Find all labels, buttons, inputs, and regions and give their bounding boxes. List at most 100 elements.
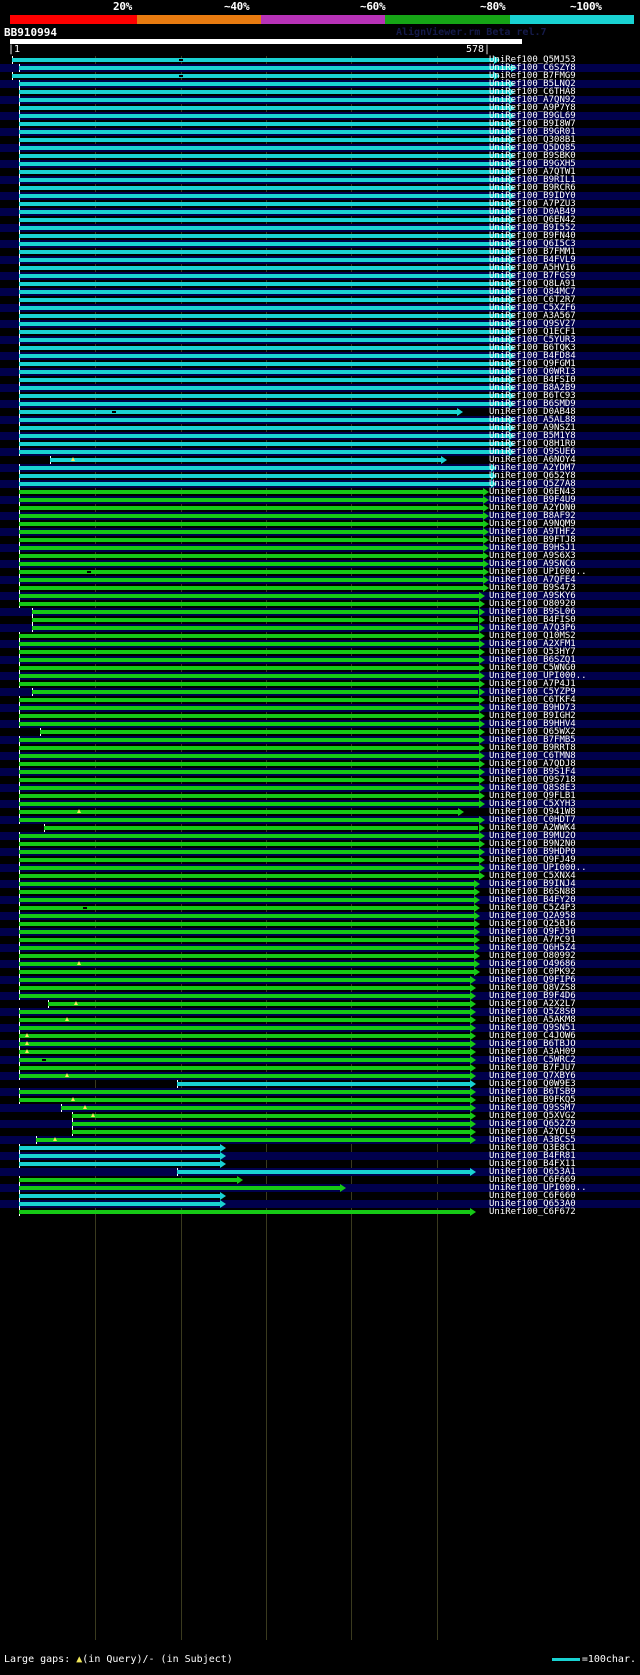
hit-label[interactable]: UniRef100_B7FGS9	[489, 271, 576, 281]
hsp-bar[interactable]	[19, 226, 510, 230]
hit-label[interactable]: UniRef100_Q5MJ53	[489, 55, 576, 65]
alignment-row[interactable]: UniRef100_Q8VZS8	[0, 984, 640, 993]
hit-label[interactable]: UniRef100_Q6EN43	[489, 487, 576, 497]
hsp-bar[interactable]	[19, 554, 483, 558]
hit-label[interactable]: UniRef100_B4FY20	[489, 895, 576, 905]
hsp-bar[interactable]	[19, 930, 475, 934]
hsp-bar[interactable]	[19, 162, 510, 166]
alignment-row[interactable]: UniRef100_B9F4D6	[0, 991, 640, 1001]
alignment-row[interactable]: UniRef100_B9F4U9	[0, 496, 640, 505]
hit-label[interactable]: UniRef100_B9HSJ1	[489, 543, 576, 553]
hit-label[interactable]: UniRef100_C5XZF6	[489, 303, 576, 313]
hsp-bar[interactable]	[19, 98, 510, 102]
alignment-row[interactable]: UniRef100_B4FSI0	[0, 376, 640, 385]
hit-label[interactable]: UniRef100_Q6EN42	[489, 215, 576, 225]
alignment-row[interactable]: UniRef100_Q652Z9	[0, 1120, 640, 1129]
hsp-bar[interactable]	[72, 1130, 470, 1134]
hit-label[interactable]: UniRef100_B5LNQ2	[489, 79, 576, 89]
hsp-bar[interactable]	[19, 658, 479, 662]
hit-label[interactable]: UniRef100_B9HHV4	[489, 719, 576, 729]
alignment-row[interactable]: UniRef100_A7PC91	[0, 936, 640, 945]
hit-label[interactable]: UniRef100_A7Q3P6	[489, 623, 576, 633]
hsp-bar[interactable]	[19, 178, 510, 182]
alignment-row[interactable]: UniRef100_Q9SUE6	[0, 447, 640, 457]
hsp-bar[interactable]	[19, 210, 510, 214]
hsp-bar[interactable]	[19, 378, 510, 382]
alignment-row[interactable]: UniRef100_B9I8W7	[0, 120, 640, 129]
alignment-row[interactable]: UniRef100_UPI000..	[0, 1184, 640, 1193]
hsp-bar[interactable]	[19, 154, 510, 158]
hsp-bar[interactable]	[19, 506, 483, 510]
hit-label[interactable]: UniRef100_C5YUR3	[489, 335, 576, 345]
hsp-bar[interactable]	[19, 874, 479, 878]
alignment-row[interactable]: UniRef100_Q9FJ49	[0, 856, 640, 865]
hsp-bar[interactable]	[19, 866, 479, 870]
hit-label[interactable]: UniRef100_Q8H1R0	[489, 439, 576, 449]
alignment-row[interactable]: UniRef100_B5M1Y8	[0, 432, 640, 441]
hit-label[interactable]: UniRef100_A9P7Y8	[489, 103, 576, 113]
hsp-bar[interactable]	[19, 322, 510, 326]
hit-label[interactable]: UniRef100_A9SKY6	[489, 591, 576, 601]
alignment-row[interactable]: UniRef100_Q6H5Z4	[0, 944, 640, 953]
alignment-row[interactable]: UniRef100_Q652Y8	[0, 471, 640, 481]
hsp-bar[interactable]	[19, 1178, 238, 1182]
hit-label[interactable]: UniRef100_A7QFE4	[489, 575, 576, 585]
alignment-row[interactable]: UniRef100_A9S6X3	[0, 552, 640, 561]
hit-label[interactable]: UniRef100_C5WRC2	[489, 1055, 576, 1065]
hit-label[interactable]: UniRef100_B9IGH2	[489, 711, 576, 721]
alignment-row[interactable]: UniRef100_B9HSJ1	[0, 543, 640, 553]
alignment-row[interactable]: UniRef100_Q65WX2	[0, 728, 640, 737]
hsp-bar[interactable]	[19, 490, 483, 494]
hit-label[interactable]: UniRef100_C6F669	[489, 1175, 576, 1185]
alignment-row[interactable]: UniRef100_C6THA8	[0, 88, 640, 97]
alignment-row[interactable]: UniRef100_B6SMD9	[0, 400, 640, 409]
hsp-bar[interactable]	[19, 1050, 471, 1054]
alignment-row[interactable]: UniRef100_C6TMN8	[0, 752, 640, 761]
hit-label[interactable]: UniRef100_B9SL06	[489, 607, 576, 617]
hit-label[interactable]: UniRef100_C5XYH3	[489, 799, 576, 809]
hsp-bar[interactable]	[19, 1146, 221, 1150]
alignment-row[interactable]: UniRef100_Q9SV27	[0, 320, 640, 329]
hsp-bar[interactable]	[19, 954, 475, 958]
hit-label[interactable]: UniRef100_C5Z4P3	[489, 903, 576, 913]
hit-label[interactable]: UniRef100_C6F660	[489, 1191, 576, 1201]
hit-label[interactable]: UniRef100_Q9SUE6	[489, 447, 576, 457]
hsp-bar[interactable]	[19, 850, 479, 854]
hsp-bar[interactable]	[19, 346, 510, 350]
hsp-bar[interactable]	[19, 66, 511, 70]
hsp-bar[interactable]	[19, 522, 483, 526]
hit-label[interactable]: UniRef100_B9F4D6	[489, 991, 576, 1001]
alignment-row[interactable]: UniRef100_A5HV16	[0, 264, 640, 273]
hsp-bar[interactable]	[19, 1194, 221, 1198]
alignment-row[interactable]: UniRef100_UPI000..	[0, 672, 640, 681]
hsp-bar[interactable]	[19, 306, 510, 310]
hit-label[interactable]: UniRef100_A2XFM1	[489, 639, 576, 649]
alignment-row[interactable]: UniRef100_Q941W8	[0, 808, 640, 817]
hsp-bar[interactable]	[19, 546, 483, 550]
alignment-row[interactable]: UniRef100_C5YUR3	[0, 335, 640, 345]
hsp-bar[interactable]	[19, 282, 510, 286]
hsp-bar[interactable]	[19, 202, 510, 206]
alignment-row[interactable]: UniRef100_B6TQK3	[0, 344, 640, 353]
alignment-row[interactable]: UniRef100_A3AH09	[0, 1047, 640, 1057]
hit-label[interactable]: UniRef100_Q9FGM1	[489, 359, 576, 369]
hit-label[interactable]: UniRef100_C5WNG0	[489, 663, 576, 673]
alignment-row[interactable]: UniRef100_B9IGH2	[0, 711, 640, 721]
hit-label[interactable]: UniRef100_B6TSB9	[489, 1087, 576, 1097]
alignment-row[interactable]: UniRef100_B9SL06	[0, 607, 640, 617]
hsp-bar[interactable]	[19, 946, 475, 950]
hsp-bar[interactable]	[19, 194, 510, 198]
hsp-bar[interactable]	[19, 578, 483, 582]
hsp-bar[interactable]	[19, 218, 510, 222]
hit-label[interactable]: UniRef100_Q9SN51	[489, 1023, 576, 1033]
alignment-row[interactable]: UniRef100_A7QFE4	[0, 575, 640, 585]
hit-label[interactable]: UniRef100_Q9S718	[489, 775, 576, 785]
hit-label[interactable]: UniRef100_Q2A958	[489, 911, 576, 921]
hsp-bar[interactable]	[19, 674, 479, 678]
alignment-row[interactable]: UniRef100_B6TBJO	[0, 1040, 640, 1049]
hit-label[interactable]: UniRef100_B6SZQ1	[489, 655, 576, 665]
hit-label[interactable]: UniRef100_Q652Y8	[489, 471, 576, 481]
hit-label[interactable]: UniRef100_Q9FLB1	[489, 791, 576, 801]
alignment-row[interactable]: UniRef100_B9S473	[0, 584, 640, 593]
hit-label[interactable]: UniRef100_A3AH09	[489, 1047, 576, 1057]
